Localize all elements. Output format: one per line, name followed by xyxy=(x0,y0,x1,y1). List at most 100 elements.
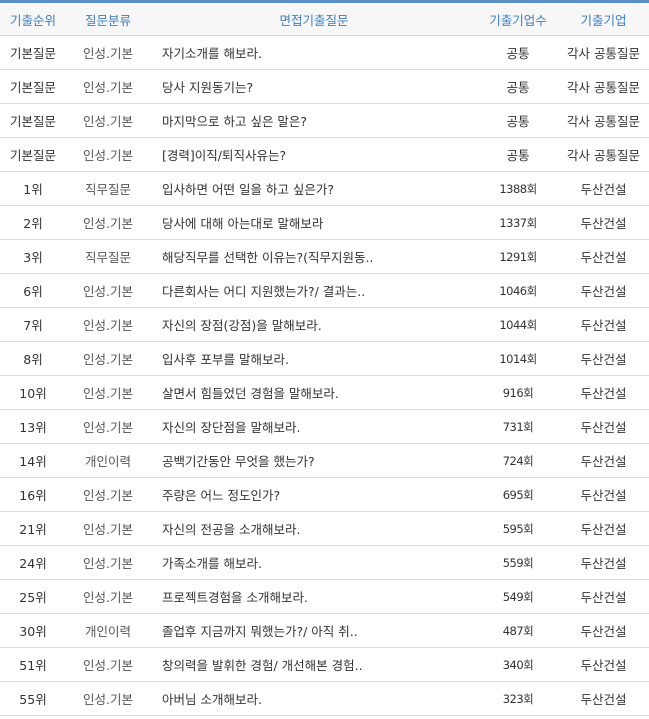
question-link[interactable]: 주량은 어느 정도인가? xyxy=(150,477,478,512)
question-link[interactable]: 당사 지원동기는? xyxy=(150,69,478,104)
question-link[interactable]: 자신의 장점(강점)을 말해보라. xyxy=(150,307,478,342)
rank-cell: 기본질문 xyxy=(0,69,66,104)
table-row: 2위 인성.기본 당사에 대해 아는대로 말해보라 1337회 두산건설 xyxy=(0,205,649,240)
header-company: 기출기업 xyxy=(558,1,649,36)
table-row: 1위 직무질문 입사하면 어떤 일을 하고 싶은가? 1388회 두산건설 xyxy=(0,171,649,206)
company-cell: 두산건설 xyxy=(558,341,649,376)
category-cell: 개인이력 xyxy=(66,613,150,648)
count-cell: 916회 xyxy=(478,375,558,410)
company-cell: 두산건설 xyxy=(558,273,649,308)
question-link[interactable]: 공백기간동안 무엇을 했는가? xyxy=(150,443,478,478)
count-cell: 549회 xyxy=(478,579,558,614)
count-cell: 공통 xyxy=(478,69,558,104)
question-link[interactable]: 창의력을 발휘한 경험/ 개선해본 경험.. xyxy=(150,647,478,682)
question-link[interactable]: 가족소개를 해보라. xyxy=(150,545,478,580)
rank-cell: 7위 xyxy=(0,307,66,342)
question-link[interactable]: 입사하면 어떤 일을 하고 싶은가? xyxy=(150,171,478,206)
company-cell: 두산건설 xyxy=(558,681,649,716)
table-row: 13위 인성.기본 자신의 장단점을 말해보라. 731회 두산건설 xyxy=(0,409,649,444)
count-cell: 1291회 xyxy=(478,239,558,274)
count-cell: 695회 xyxy=(478,477,558,512)
rank-cell: 8위 xyxy=(0,341,66,376)
table-row: 6위 인성.기본 다른회사는 어디 지원했는가?/ 결과는.. 1046회 두산건설 xyxy=(0,273,649,308)
count-cell: 공통 xyxy=(478,35,558,70)
header-rank: 기출순위 xyxy=(0,1,66,36)
question-link[interactable]: 해당직무를 선택한 이유는?(직무지원동.. xyxy=(150,239,478,274)
table-header: 기출순위 질문분류 면접기출질문 기출기업수 기출기업 xyxy=(0,1,649,36)
company-cell: 두산건설 xyxy=(558,205,649,240)
question-link[interactable]: 자신의 전공을 소개해보라. xyxy=(150,511,478,546)
question-link[interactable]: 아버님 소개해보라. xyxy=(150,681,478,716)
company-cell: 두산건설 xyxy=(558,171,649,206)
count-cell: 323회 xyxy=(478,681,558,716)
count-cell: 1014회 xyxy=(478,341,558,376)
category-cell: 인성.기본 xyxy=(66,69,150,104)
category-cell: 인성.기본 xyxy=(66,341,150,376)
rank-cell: 30위 xyxy=(0,613,66,648)
category-cell: 인성.기본 xyxy=(66,477,150,512)
table-row: 10위 인성.기본 살면서 힘들었던 경험을 말해보라. 916회 두산건설 xyxy=(0,375,649,410)
company-cell: 두산건설 xyxy=(558,409,649,444)
table-row: 24위 인성.기본 가족소개를 해보라. 559회 두산건설 xyxy=(0,545,649,580)
header-category: 질문분류 xyxy=(66,1,150,36)
table-row: 14위 개인이력 공백기간동안 무엇을 했는가? 724회 두산건설 xyxy=(0,443,649,478)
table-row: 기본질문 인성.기본 자기소개를 해보라. 공통 각사 공통질문 xyxy=(0,35,649,70)
company-cell: 각사 공통질문 xyxy=(558,35,649,70)
company-cell: 두산건설 xyxy=(558,307,649,342)
category-cell: 인성.기본 xyxy=(66,647,150,682)
table-row: 8위 인성.기본 입사후 포부를 말해보라. 1014회 두산건설 xyxy=(0,341,649,376)
table-row: 51위 인성.기본 창의력을 발휘한 경험/ 개선해본 경험.. 340회 두산건설 xyxy=(0,647,649,682)
category-cell: 인성.기본 xyxy=(66,103,150,138)
question-link[interactable]: 마지막으로 하고 싶은 말은? xyxy=(150,103,478,138)
count-cell: 595회 xyxy=(478,511,558,546)
category-cell: 개인이력 xyxy=(66,443,150,478)
table-row: 기본질문 인성.기본 당사 지원동기는? 공통 각사 공통질문 xyxy=(0,69,649,104)
question-link[interactable]: 입사후 포부를 말해보라. xyxy=(150,341,478,376)
table-row: 7위 인성.기본 자신의 장점(강점)을 말해보라. 1044회 두산건설 xyxy=(0,307,649,342)
category-cell: 직무질문 xyxy=(66,171,150,206)
rank-cell: 14위 xyxy=(0,443,66,478)
category-cell: 인성.기본 xyxy=(66,545,150,580)
category-cell: 직무질문 xyxy=(66,239,150,274)
category-cell: 인성.기본 xyxy=(66,409,150,444)
rank-cell: 1위 xyxy=(0,171,66,206)
rank-cell: 10위 xyxy=(0,375,66,410)
count-cell: 1044회 xyxy=(478,307,558,342)
table-row: 30위 개인이력 졸업후 지금까지 뭐했는가?/ 아직 취.. 487회 두산건설 xyxy=(0,613,649,648)
question-link[interactable]: 살면서 힘들었던 경험을 말해보라. xyxy=(150,375,478,410)
table-row: 16위 인성.기본 주량은 어느 정도인가? 695회 두산건설 xyxy=(0,477,649,512)
question-link[interactable]: 다른회사는 어디 지원했는가?/ 결과는.. xyxy=(150,273,478,308)
company-cell: 두산건설 xyxy=(558,375,649,410)
table-row: 기본질문 인성.기본 마지막으로 하고 싶은 말은? 공통 각사 공통질문 xyxy=(0,103,649,138)
category-cell: 인성.기본 xyxy=(66,137,150,172)
rank-cell: 3위 xyxy=(0,239,66,274)
rank-cell: 2위 xyxy=(0,205,66,240)
question-link[interactable]: 자기소개를 해보라. xyxy=(150,35,478,70)
count-cell: 559회 xyxy=(478,545,558,580)
header-count: 기출기업수 xyxy=(478,1,558,36)
category-cell: 인성.기본 xyxy=(66,205,150,240)
question-link[interactable]: 당사에 대해 아는대로 말해보라 xyxy=(150,205,478,240)
rank-cell: 13위 xyxy=(0,409,66,444)
company-cell: 두산건설 xyxy=(558,579,649,614)
question-link[interactable]: 졸업후 지금까지 뭐했는가?/ 아직 취.. xyxy=(150,613,478,648)
rank-cell: 6위 xyxy=(0,273,66,308)
question-link[interactable]: 자신의 장단점을 말해보라. xyxy=(150,409,478,444)
company-cell: 두산건설 xyxy=(558,511,649,546)
table-row: 기본질문 인성.기본 [경력]이직/퇴직사유는? 공통 각사 공통질문 xyxy=(0,137,649,172)
header-question: 면접기출질문 xyxy=(150,1,478,36)
question-link[interactable]: [경력]이직/퇴직사유는? xyxy=(150,137,478,172)
company-cell: 두산건설 xyxy=(558,443,649,478)
question-link[interactable]: 프로젝트경험을 소개해보라. xyxy=(150,579,478,614)
count-cell: 487회 xyxy=(478,613,558,648)
rank-cell: 21위 xyxy=(0,511,66,546)
count-cell: 1388회 xyxy=(478,171,558,206)
company-cell: 두산건설 xyxy=(558,477,649,512)
table-row: 3위 직무질문 해당직무를 선택한 이유는?(직무지원동.. 1291회 두산건설 xyxy=(0,239,649,274)
category-cell: 인성.기본 xyxy=(66,273,150,308)
count-cell: 공통 xyxy=(478,103,558,138)
table-row: 25위 인성.기본 프로젝트경험을 소개해보라. 549회 두산건설 xyxy=(0,579,649,614)
count-cell: 1046회 xyxy=(478,273,558,308)
company-cell: 각사 공통질문 xyxy=(558,69,649,104)
